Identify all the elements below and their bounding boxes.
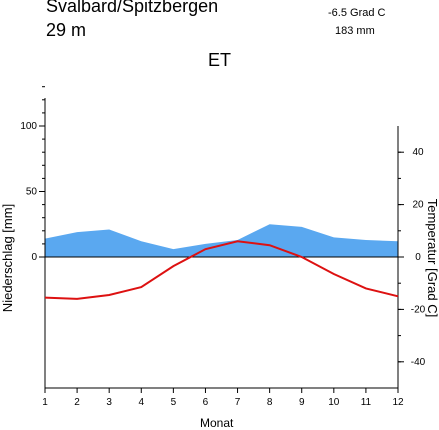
- right-tick-label: 0: [415, 252, 421, 263]
- x-tick-label: 11: [361, 397, 372, 408]
- right-tick-label: -20: [411, 304, 426, 315]
- x-tick-label: 10: [328, 397, 340, 408]
- x-tick-label: 7: [235, 397, 241, 408]
- x-tick-label: 12: [392, 397, 404, 408]
- right-tick-label: -40: [411, 357, 426, 368]
- left-tick-label: 50: [26, 187, 38, 198]
- station-name: Svalbard/Spitzbergen: [46, 0, 219, 16]
- left-tick-label: 100: [20, 121, 37, 132]
- left-tick-label: 0: [31, 252, 37, 263]
- x-tick-label: 5: [171, 397, 177, 408]
- precipitation-area: [45, 224, 398, 257]
- right-tick-label: 40: [412, 147, 424, 158]
- x-tick-label: 3: [106, 397, 112, 408]
- left-axis-label: Niederschlag [mm]: [0, 204, 15, 312]
- climate-classification: ET: [208, 50, 232, 70]
- annual-precipitation: 183 mm: [335, 25, 375, 37]
- x-tick-label: 1: [42, 397, 48, 408]
- mean-temperature: -6.5 Grad C: [328, 7, 386, 19]
- x-tick-label: 9: [299, 397, 305, 408]
- right-axis-label: Temperatur [Grad C]: [425, 199, 439, 318]
- x-tick-label: 8: [267, 397, 273, 408]
- right-tick-label: 20: [412, 200, 424, 211]
- x-tick-label: 6: [203, 397, 209, 408]
- x-axis-label: Monat: [200, 416, 234, 430]
- x-tick-label: 2: [74, 397, 80, 408]
- temperature-line: [44, 240, 399, 300]
- station-elevation: 29 m: [46, 20, 87, 40]
- x-tick-label: 4: [138, 397, 144, 408]
